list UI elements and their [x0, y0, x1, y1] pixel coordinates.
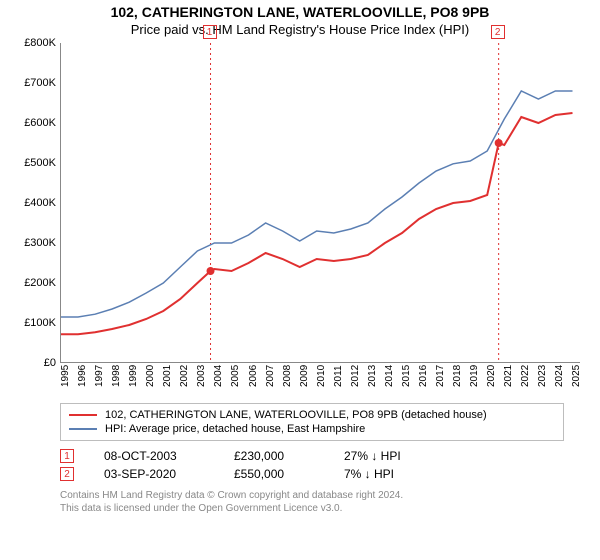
series-line-property — [61, 113, 573, 334]
y-tick-label: £600K — [0, 117, 56, 129]
transaction-row: 2 03-SEP-2020 £550,000 7% ↓ HPI — [60, 465, 564, 483]
chart-subtitle: Price paid vs. HM Land Registry's House … — [0, 20, 600, 43]
legend-row: HPI: Average price, detached house, East… — [69, 422, 555, 436]
x-tick-label: 2021 — [503, 365, 514, 387]
vertical-marker-badge: 1 — [203, 25, 217, 39]
transaction-badge: 1 — [60, 449, 74, 463]
x-tick-label: 2013 — [367, 365, 378, 387]
x-tick-label: 2003 — [196, 365, 207, 387]
vertical-marker-badge: 2 — [491, 25, 505, 39]
transaction-price: £550,000 — [234, 467, 314, 481]
x-tick-label: 2006 — [248, 365, 259, 387]
x-tick-label: 2010 — [316, 365, 327, 387]
transaction-table: 1 08-OCT-2003 £230,000 27% ↓ HPI 2 03-SEP-202… — [60, 447, 564, 483]
y-tick-label: £300K — [0, 237, 56, 249]
x-tick-label: 2012 — [350, 365, 361, 387]
x-tick-label: 2015 — [401, 365, 412, 387]
x-tick-label: 2016 — [418, 365, 429, 387]
transaction-delta: 27% ↓ HPI — [344, 449, 401, 463]
x-tick-label: 1997 — [94, 365, 105, 387]
transaction-marker — [207, 267, 215, 275]
transaction-price: £230,000 — [234, 449, 314, 463]
legend-swatch — [69, 414, 97, 416]
y-tick-label: £100K — [0, 317, 56, 329]
legend-swatch — [69, 428, 97, 430]
legend-label: 102, CATHERINGTON LANE, WATERLOOVILLE, P… — [105, 409, 487, 421]
chart-title: 102, CATHERINGTON LANE, WATERLOOVILLE, P… — [0, 0, 600, 20]
footer-line-1: Contains HM Land Registry data © Crown c… — [60, 489, 564, 502]
x-tick-label: 2017 — [435, 365, 446, 387]
x-tick-label: 2001 — [162, 365, 173, 387]
plot-area — [60, 43, 580, 363]
transaction-delta: 7% ↓ HPI — [344, 467, 394, 481]
x-tick-label: 2018 — [452, 365, 463, 387]
x-tick-label: 1999 — [128, 365, 139, 387]
x-tick-label: 2011 — [333, 365, 344, 387]
y-tick-label: £0 — [0, 357, 56, 369]
x-tick-label: 2004 — [213, 365, 224, 387]
y-tick-label: £800K — [0, 37, 56, 49]
line-plot-svg — [61, 43, 581, 363]
x-tick-label: 1995 — [60, 365, 71, 387]
x-tick-label: 2020 — [486, 365, 497, 387]
transaction-marker — [495, 139, 503, 147]
x-tick-label: 2009 — [299, 365, 310, 387]
y-tick-label: £200K — [0, 277, 56, 289]
footer-attribution: Contains HM Land Registry data © Crown c… — [60, 489, 564, 515]
x-tick-label: 2022 — [520, 365, 531, 387]
x-tick-label: 2014 — [384, 365, 395, 387]
x-tick-label: 2025 — [571, 365, 582, 387]
x-tick-label: 1998 — [111, 365, 122, 387]
y-tick-label: £400K — [0, 197, 56, 209]
x-tick-label: 2000 — [145, 365, 156, 387]
transaction-badge: 2 — [60, 467, 74, 481]
chart-area: £0£100K£200K£300K£400K£500K£600K£700K£80… — [36, 43, 596, 393]
x-tick-label: 2023 — [537, 365, 548, 387]
transaction-date: 08-OCT-2003 — [104, 449, 204, 463]
series-line-hpi — [61, 91, 573, 317]
x-tick-label: 2024 — [554, 365, 565, 387]
x-tick-label: 2005 — [230, 365, 241, 387]
x-tick-label: 2002 — [179, 365, 190, 387]
transaction-row: 1 08-OCT-2003 £230,000 27% ↓ HPI — [60, 447, 564, 465]
legend-row: 102, CATHERINGTON LANE, WATERLOOVILLE, P… — [69, 408, 555, 422]
legend-box: 102, CATHERINGTON LANE, WATERLOOVILLE, P… — [60, 403, 564, 441]
legend-label: HPI: Average price, detached house, East… — [105, 423, 365, 435]
x-tick-label: 2007 — [265, 365, 276, 387]
y-tick-label: £700K — [0, 77, 56, 89]
x-tick-label: 2008 — [282, 365, 293, 387]
y-tick-label: £500K — [0, 157, 56, 169]
x-tick-label: 1996 — [77, 365, 88, 387]
transaction-date: 03-SEP-2020 — [104, 467, 204, 481]
x-tick-label: 2019 — [469, 365, 480, 387]
footer-line-2: This data is licensed under the Open Gov… — [60, 502, 564, 515]
chart-container: 102, CATHERINGTON LANE, WATERLOOVILLE, P… — [0, 0, 600, 560]
